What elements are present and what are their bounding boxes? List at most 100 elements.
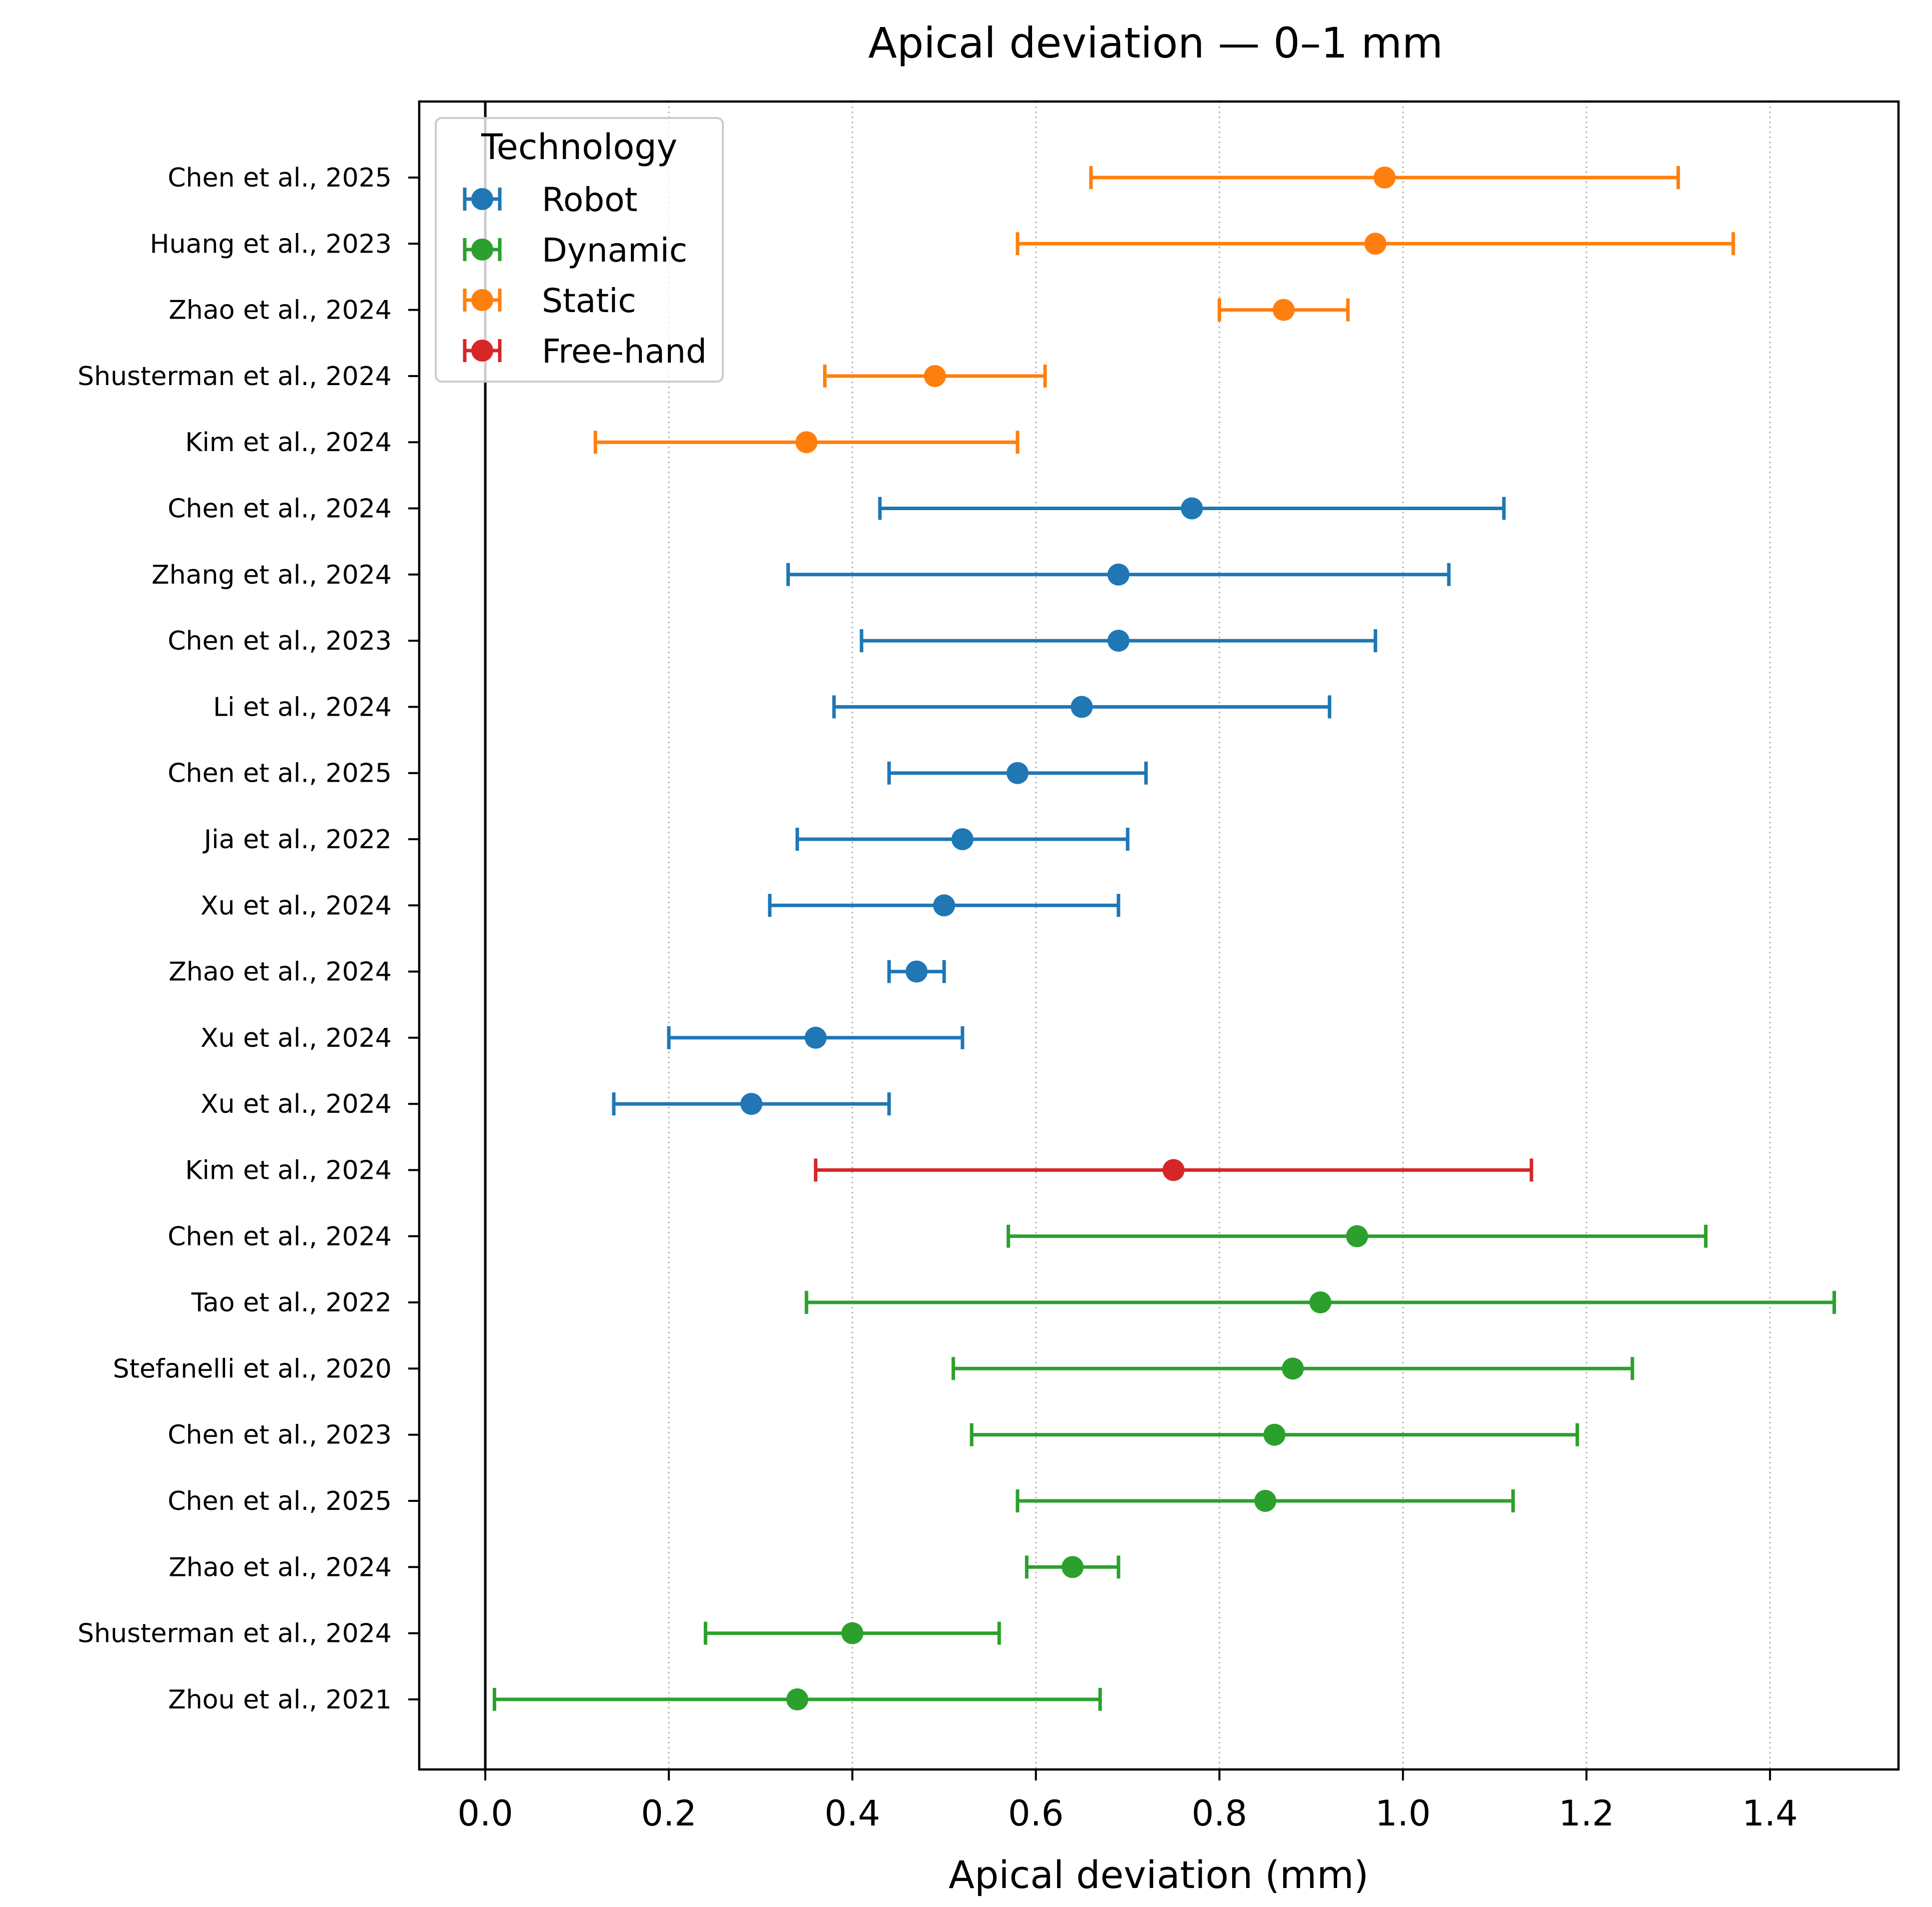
- legend-entry-dynamic: Dynamic: [463, 231, 687, 270]
- study-row: [823, 364, 1047, 388]
- y-tick-label: Zhou et al., 2021: [168, 1685, 392, 1715]
- y-tick-label: Xu et al., 2024: [201, 1023, 392, 1053]
- study-point: [1181, 497, 1203, 520]
- study-point: [1272, 299, 1295, 321]
- y-tick-label: Zhao et al., 2024: [169, 957, 392, 987]
- y-tick-label: Stefanelli et al., 2020: [113, 1354, 392, 1384]
- data-series: [492, 166, 1836, 1711]
- study-row: [832, 695, 1332, 719]
- study-point: [804, 1026, 827, 1049]
- study-point: [951, 828, 974, 850]
- x-axis-label: Apical deviation (mm): [948, 1852, 1369, 1897]
- study-point: [1071, 696, 1093, 718]
- y-tick-label: Xu et al., 2024: [201, 1089, 392, 1119]
- y-tick-label: Chen et al., 2025: [168, 759, 392, 789]
- legend: Technology Robot Dynamic Static Free-hand: [435, 117, 724, 383]
- study-row: [1025, 1555, 1121, 1579]
- study-row: [1016, 1489, 1515, 1512]
- y-tick-label: Li et al., 2024: [213, 692, 392, 722]
- y-tick-label: Kim et al., 2024: [185, 428, 392, 458]
- y-tick-label: Kim et al., 2024: [185, 1156, 392, 1186]
- x-tick-label: 0.2: [641, 1793, 696, 1834]
- legend-label: Free-hand: [542, 332, 707, 371]
- y-axis: Chen et al., 2025 Huang et al., 2023 Zhao …: [78, 163, 419, 1715]
- study-row: [786, 563, 1451, 586]
- study-point: [933, 894, 955, 917]
- study-point: [1062, 1556, 1084, 1578]
- y-tick-label: Zhao et al., 2024: [169, 296, 392, 326]
- y-tick-label: Zhao et al., 2024: [169, 1552, 392, 1582]
- study-point: [1007, 762, 1029, 784]
- study-point: [1282, 1357, 1304, 1380]
- x-tick-label: 1.2: [1559, 1793, 1614, 1834]
- study-row: [970, 1423, 1579, 1446]
- study-row: [612, 1092, 891, 1116]
- study-row: [887, 960, 946, 983]
- study-point: [1107, 563, 1130, 586]
- plot-frame: [418, 100, 1900, 1771]
- x-tick-label: 1.0: [1375, 1793, 1431, 1834]
- legend-entry-robot: Robot: [463, 181, 637, 219]
- study-row: [795, 828, 1130, 851]
- study-point: [923, 365, 946, 387]
- study-point: [740, 1093, 763, 1115]
- study-row: [492, 1687, 1102, 1711]
- y-tick-label: Chen et al., 2024: [168, 1222, 392, 1252]
- study-row: [1016, 232, 1735, 256]
- legend-entry-static: Static: [463, 282, 636, 320]
- x-tick-label: 1.4: [1742, 1793, 1798, 1834]
- study-row: [813, 1158, 1533, 1182]
- study-point: [1107, 630, 1130, 652]
- study-point: [786, 1688, 808, 1710]
- legend-marker: [471, 289, 493, 311]
- study-point: [1373, 167, 1396, 189]
- y-tick-label: Chen et al., 2023: [168, 626, 392, 656]
- y-tick-label: Chen et al., 2024: [168, 494, 392, 524]
- study-row: [593, 431, 1020, 454]
- study-row: [1218, 298, 1350, 322]
- study-point: [1346, 1225, 1368, 1247]
- study-point: [905, 960, 928, 983]
- study-point: [1364, 233, 1387, 255]
- x-tick-label: 0.4: [824, 1793, 880, 1834]
- x-tick-label: 0.8: [1192, 1793, 1247, 1834]
- study-row: [878, 497, 1506, 520]
- study-row: [887, 761, 1148, 785]
- x-tick-label: 0.0: [457, 1793, 513, 1834]
- study-point: [841, 1622, 863, 1644]
- study-point: [1263, 1423, 1286, 1446]
- study-point: [1254, 1490, 1277, 1512]
- legend-marker: [471, 188, 493, 210]
- legend-label: Dynamic: [542, 231, 687, 270]
- y-tick-label: Shusterman et al., 2024: [78, 362, 392, 392]
- study-point: [795, 431, 818, 454]
- y-tick-label: Chen et al., 2025: [168, 1486, 392, 1516]
- x-axis: 0.0 0.2 0.4 0.6 0.8 1.0 1.2 1.4: [457, 1769, 1798, 1834]
- study-row: [703, 1621, 1001, 1645]
- legend-entry-free-hand: Free-hand: [463, 332, 707, 371]
- study-point: [1162, 1159, 1185, 1181]
- study-row: [804, 1291, 1836, 1314]
- study-row: [768, 894, 1121, 917]
- study-point: [1309, 1291, 1332, 1314]
- legend-label: Robot: [542, 181, 637, 219]
- study-row: [859, 629, 1377, 653]
- y-tick-label: Chen et al., 2023: [168, 1420, 392, 1450]
- legend-label: Static: [542, 282, 636, 320]
- x-tick-label: 0.6: [1008, 1793, 1064, 1834]
- legend-title: Technology: [481, 127, 677, 168]
- chart-title: Apical deviation — 0–1 mm: [868, 19, 1443, 68]
- study-row: [1089, 166, 1680, 189]
- y-tick-label: Xu et al., 2024: [201, 891, 392, 921]
- y-tick-label: Shusterman et al., 2024: [78, 1619, 392, 1649]
- legend-marker: [471, 340, 493, 362]
- y-tick-label: Jia et al., 2022: [203, 825, 392, 855]
- study-row: [951, 1357, 1634, 1380]
- study-row: [1007, 1224, 1708, 1248]
- y-tick-label: Tao et al., 2022: [191, 1288, 392, 1318]
- y-tick-label: Chen et al., 2025: [168, 163, 392, 193]
- y-tick-label: Huang et al., 2023: [150, 229, 392, 259]
- study-row: [667, 1026, 964, 1049]
- legend-box: [435, 117, 724, 383]
